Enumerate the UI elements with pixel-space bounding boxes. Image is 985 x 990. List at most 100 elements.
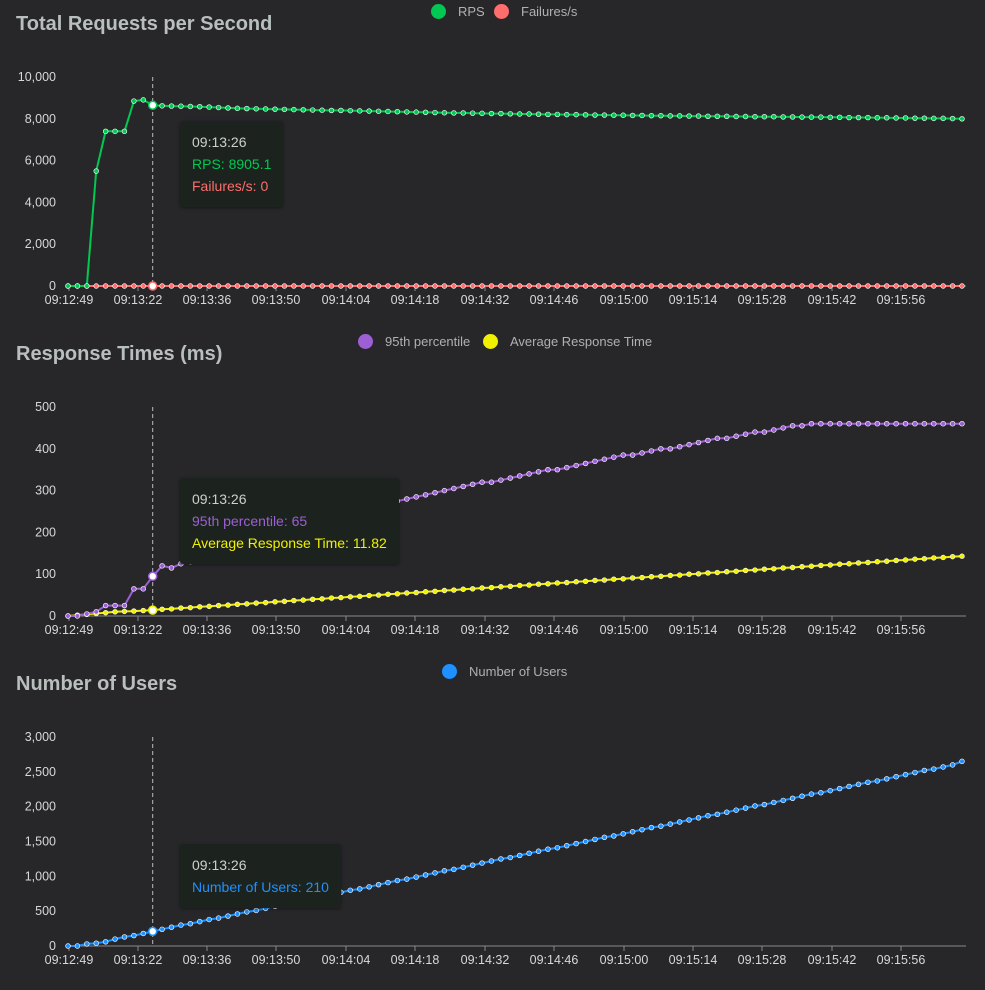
data-point	[244, 601, 250, 607]
data-point	[102, 283, 109, 289]
data-point	[234, 601, 241, 607]
data-point	[507, 854, 513, 861]
legend-item-avg[interactable]: Average Response Time	[483, 334, 652, 349]
tooltip-line-failures: Failures/s: 0	[192, 178, 269, 194]
x-tick-label: 09:15:14	[669, 293, 718, 307]
data-point	[573, 579, 579, 585]
data-point	[771, 566, 777, 572]
response-plot[interactable]: 0 100 200 300 400 500 09:12:49 09:13:22 09:13:36…	[0, 330, 985, 660]
data-point	[517, 473, 523, 479]
data-point	[592, 112, 598, 118]
data-point	[328, 595, 335, 601]
data-point	[357, 283, 363, 289]
data-point	[752, 803, 758, 809]
data-point	[357, 108, 363, 114]
data-point	[281, 283, 288, 289]
data-point	[404, 496, 410, 502]
data-point	[629, 112, 636, 119]
x-tick-label: 09:15:42	[808, 293, 857, 307]
data-point	[479, 479, 485, 485]
data-point	[629, 829, 636, 835]
x-tick-label: 09:14:46	[530, 623, 579, 637]
data-point	[639, 283, 645, 289]
data-point	[413, 494, 419, 500]
data-point	[526, 283, 532, 289]
data-point	[215, 283, 222, 289]
data-point	[197, 103, 203, 110]
data-point	[441, 110, 448, 116]
data-point	[818, 790, 824, 796]
data-point	[121, 602, 128, 609]
x-tick-label: 09:13:22	[114, 623, 163, 637]
data-point	[178, 103, 184, 109]
data-point	[827, 283, 833, 289]
data-point	[733, 283, 739, 289]
x-tick-label: 09:15:42	[808, 623, 857, 637]
data-point	[846, 114, 852, 121]
data-point	[225, 105, 231, 111]
data-point	[780, 565, 786, 571]
x-tick-label: 09:13:36	[183, 953, 232, 967]
data-point	[338, 283, 344, 289]
data-point	[921, 115, 928, 121]
legend-label-p95: 95th percentile	[385, 334, 471, 349]
x-tick-label: 09:13:36	[183, 623, 232, 637]
users-plot[interactable]: 0 500 1,000 1,500 2,000 2,500 3,000 09:12:49 09:…	[0, 660, 985, 990]
data-point	[357, 593, 363, 600]
rps-chart-panel: Total Requests per Second RPS Failures/s…	[0, 0, 985, 330]
x-tick-label: 09:14:04	[322, 623, 371, 637]
data-point	[319, 107, 325, 113]
legend-item-p95[interactable]: 95th percentile	[358, 334, 470, 349]
data-point	[93, 940, 99, 946]
data-point	[865, 779, 871, 785]
data-point	[836, 785, 843, 792]
data-point	[168, 283, 175, 289]
data-point	[206, 603, 212, 610]
data-point	[432, 870, 438, 876]
data-point	[818, 562, 824, 569]
data-point	[780, 283, 786, 289]
data-point	[620, 112, 626, 118]
data-point	[432, 283, 438, 289]
data-point	[404, 283, 410, 289]
legend-item-failures[interactable]: Failures/s	[494, 4, 577, 19]
data-point	[112, 609, 118, 615]
x-tick-label: 09:12:49	[45, 623, 94, 637]
data-point	[874, 283, 881, 289]
data-point	[375, 592, 382, 598]
data-point	[724, 435, 730, 442]
rps-plot[interactable]: 0 2,000 4,000 6,000 8,000 10,000 09:12:49 09:13…	[0, 0, 985, 330]
y-tick-label: 1,000	[25, 869, 56, 883]
legend-swatch-rps	[431, 4, 446, 19]
data-point	[761, 429, 768, 435]
data-point	[147, 571, 158, 582]
data-point	[225, 602, 231, 608]
data-point	[159, 103, 165, 109]
data-point	[940, 115, 946, 122]
legend-swatch-users	[442, 664, 457, 679]
data-point	[611, 833, 617, 839]
data-point	[319, 283, 325, 289]
data-point	[827, 114, 833, 121]
x-tick-label: 09:15:14	[669, 953, 718, 967]
legend-item-rps[interactable]: RPS	[431, 4, 485, 19]
data-point	[479, 585, 485, 591]
data-point	[592, 458, 598, 465]
data-point	[168, 565, 175, 571]
data-point	[244, 105, 250, 112]
legend-swatch-p95	[358, 334, 373, 349]
data-point	[865, 559, 871, 566]
data-point	[949, 421, 956, 427]
data-point	[658, 573, 664, 579]
x-tick-label: 09:13:50	[252, 293, 301, 307]
legend-item-users[interactable]: Number of Users	[442, 664, 567, 679]
data-point	[102, 128, 109, 135]
series-number-of-users	[65, 758, 965, 949]
data-point	[667, 113, 673, 119]
legend-label-avg: Average Response Time	[510, 334, 653, 349]
y-tick-label: 0	[49, 279, 56, 293]
data-point	[601, 456, 608, 462]
data-point	[178, 605, 184, 611]
data-point	[667, 821, 673, 827]
data-point	[695, 815, 702, 821]
